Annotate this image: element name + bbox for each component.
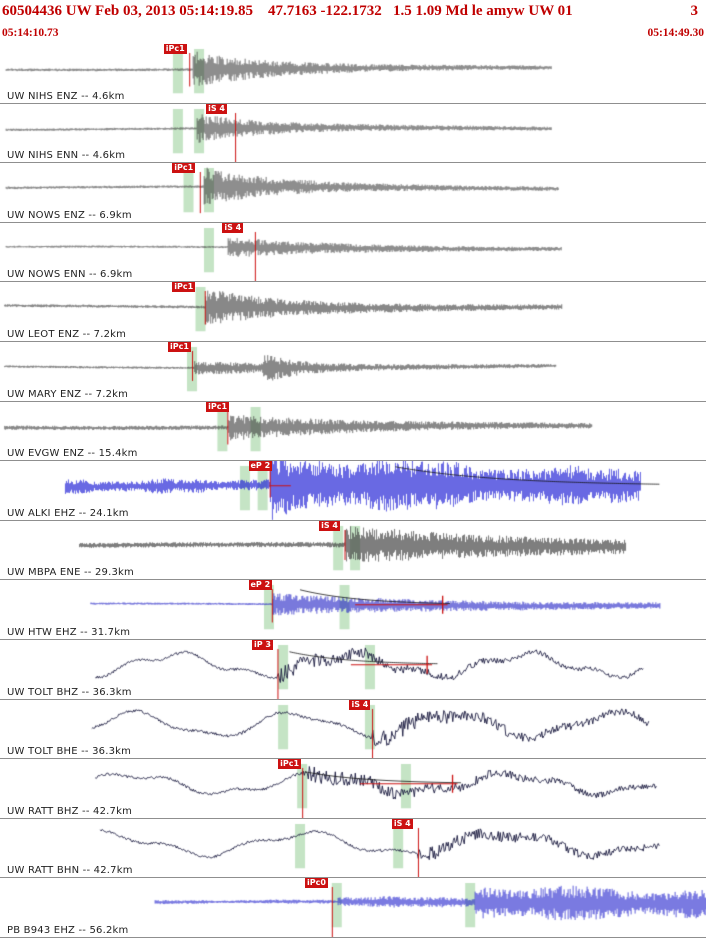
station-label: UW HTW EHZ -- 31.7km (7, 626, 131, 638)
pick-flag[interactable]: iPc1 (172, 282, 196, 293)
waveform-canvas[interactable] (0, 163, 706, 222)
trace-row: iPc1 UW NOWS ENZ -- 6.9km (0, 163, 706, 223)
trace-row: iPc1 UW MARY ENZ -- 7.2km (0, 341, 706, 402)
pick-flag[interactable]: iPc1 (278, 759, 302, 770)
trace-row: iS 4 UW MBPA ENE -- 29.3km (0, 520, 706, 581)
station-label: UW RATT BHZ -- 42.7km (7, 805, 133, 817)
station-label: UW NIHS ENZ -- 4.6km (7, 90, 125, 102)
pick-flag[interactable]: iP 3 (252, 639, 273, 650)
waveform-canvas[interactable] (0, 818, 706, 878)
waveform-canvas[interactable] (0, 639, 706, 699)
waveform-canvas[interactable] (0, 44, 706, 103)
waveform-canvas[interactable] (0, 878, 706, 937)
waveform-canvas[interactable] (0, 461, 706, 520)
pick-flag[interactable]: eP 2 (248, 461, 273, 472)
trace-row: iPc1 UW EVGW ENZ -- 15.4km (0, 401, 706, 462)
waveform-canvas[interactable] (0, 341, 706, 401)
waveform-canvas[interactable] (0, 520, 706, 580)
trace-row: iPc0 PB B943 EHZ -- 56.2km (0, 878, 706, 938)
waveform-canvas[interactable] (0, 222, 706, 282)
pick-flag[interactable]: iPc1 (163, 44, 187, 54)
waveform-canvas[interactable] (0, 759, 706, 818)
pick-flag[interactable]: iS 4 (349, 699, 371, 710)
trace-row: iS 4 UW RATT BHN -- 42.7km (0, 818, 706, 879)
pick-flag[interactable]: iS 4 (319, 520, 340, 531)
trace-row: iS 4 UW TOLT BHE -- 36.3km (0, 699, 706, 760)
pick-flag[interactable]: iPc1 (206, 401, 230, 412)
station-label: UW TOLT BHZ -- 36.3km (7, 686, 132, 698)
time-window-bar: 05:14:10.73 05:14:49.30 (0, 27, 706, 44)
station-label: UW MARY ENZ -- 7.2km (7, 388, 129, 400)
trace-row: iP 3 UW TOLT BHZ -- 36.3km (0, 639, 706, 700)
trace-row: iS 4 UW NOWS ENN -- 6.9km (0, 222, 706, 283)
window-start-time: 05:14:10.73 (2, 27, 59, 39)
pick-flag[interactable]: iS 4 (206, 103, 227, 114)
pick-flag[interactable]: eP 2 (248, 580, 273, 591)
station-label: UW TOLT BHE -- 36.3km (7, 746, 132, 758)
trace-row: eP 2 UW HTW EHZ -- 31.7km (0, 580, 706, 640)
event-header: 60504436 UW Feb 03, 2013 05:14:19.85 47.… (0, 0, 706, 27)
trace-list: iPc1 UW NIHS ENZ -- 4.6km iS 4 UW NIHS E… (0, 44, 706, 938)
waveform-canvas[interactable] (0, 401, 706, 461)
pick-flag[interactable]: iPc0 (304, 878, 328, 889)
trace-row: iPc1 UW RATT BHZ -- 42.7km (0, 759, 706, 819)
trace-row: iPc1 UW NIHS ENZ -- 4.6km (0, 44, 706, 104)
station-label: UW ALKI EHZ -- 24.1km (7, 507, 129, 519)
station-label: UW NOWS ENZ -- 6.9km (7, 209, 132, 221)
window-end-time: 05:14:49.30 (647, 27, 704, 39)
station-label: UW RATT BHN -- 42.7km (7, 865, 133, 877)
waveform-canvas[interactable] (0, 103, 706, 163)
station-label: UW EVGW ENZ -- 15.4km (7, 448, 138, 460)
station-label: UW MBPA ENE -- 29.3km (7, 567, 134, 579)
pick-flag[interactable]: iS 4 (222, 222, 244, 233)
event-summary-text: 60504436 UW Feb 03, 2013 05:14:19.85 47.… (2, 3, 573, 19)
waveform-canvas[interactable] (0, 580, 706, 639)
event-header-right-value: 3 (690, 3, 699, 19)
station-label: UW LEOT ENZ -- 7.2km (7, 328, 127, 340)
trace-row: eP 2 UW ALKI EHZ -- 24.1km (0, 461, 706, 521)
station-label: PB B943 EHZ -- 56.2km (7, 924, 129, 936)
trace-row: iPc1 UW LEOT ENZ -- 7.2km (0, 282, 706, 342)
station-label: UW NOWS ENN -- 6.9km (7, 269, 133, 281)
station-label: UW NIHS ENN -- 4.6km (7, 150, 126, 162)
pick-flag[interactable]: iPc1 (168, 341, 191, 352)
pick-flag[interactable]: iS 4 (391, 818, 413, 829)
waveform-canvas[interactable] (0, 282, 706, 341)
trace-row: iS 4 UW NIHS ENN -- 4.6km (0, 103, 706, 164)
pick-flag[interactable]: iPc1 (172, 163, 196, 174)
